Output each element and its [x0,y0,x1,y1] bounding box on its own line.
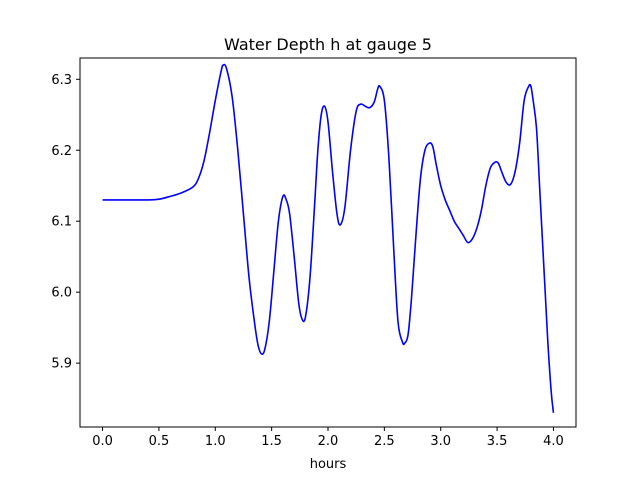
y-tick-label: 5.9 [51,357,72,372]
x-tick-label: 3.5 [487,434,508,449]
x-tick-label: 1.5 [261,434,282,449]
y-tick-label: 6.1 [51,215,72,230]
y-tick-label: 6.0 [51,286,72,301]
x-axis: 0.0 0.5 1.0 1.5 2.0 2.5 3.0 3.5 4.0 [92,427,564,449]
y-axis: 5.9 6.0 6.1 6.2 6.3 [51,73,80,372]
x-tick-label: 0.5 [149,434,170,449]
axes-frame [79,57,577,428]
x-tick-label: 1.0 [205,434,226,449]
y-tick-label: 6.3 [51,73,72,88]
x-tick-label: 0.0 [92,434,113,449]
water-depth-line [102,63,555,413]
chart-title: Water Depth h at gauge 5 [224,35,432,54]
y-tick-label: 6.2 [51,144,72,159]
plot-area [102,63,555,413]
x-tick-label: 2.5 [374,434,395,449]
x-tick-label: 3.0 [430,434,451,449]
x-axis-label: hours [310,457,347,472]
x-tick-label: 2.0 [318,434,339,449]
x-tick-label: 4.0 [543,434,564,449]
